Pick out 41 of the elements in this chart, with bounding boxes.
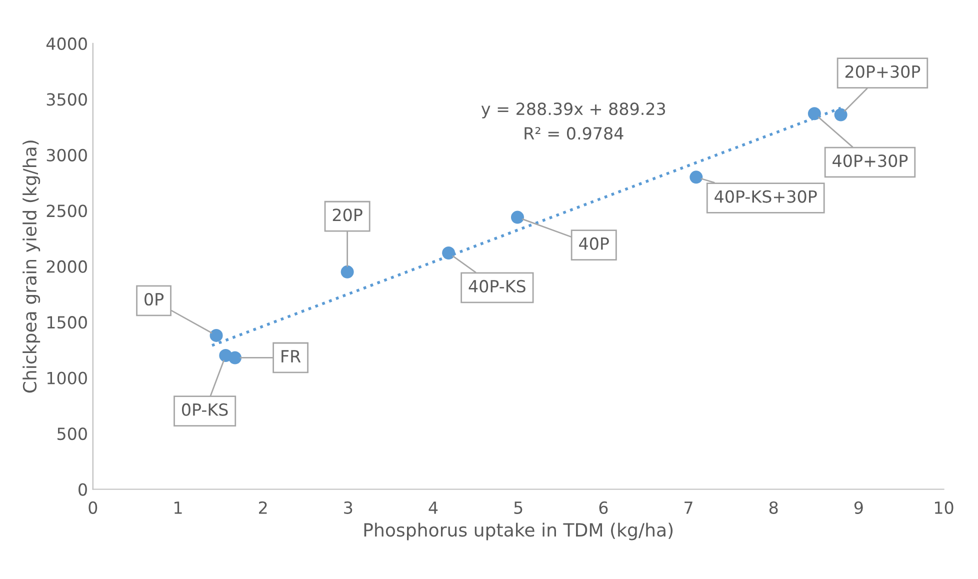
annotation: 20P <box>332 208 362 222</box>
annotation: FR <box>282 350 301 362</box>
x-tick-label: 0 <box>88 501 98 514</box>
x-tick-label: 1 <box>174 502 182 514</box>
y-tick-label: 4000 <box>46 37 87 50</box>
x-tick-label: 9 <box>854 501 863 514</box>
y-tick-label: 3500 <box>46 93 87 106</box>
y-tick-label: 2500 <box>46 204 87 218</box>
x-tick-label: 10 <box>934 501 954 514</box>
x-tick-label: 8 <box>769 501 778 514</box>
annotation: 40P <box>579 237 609 250</box>
point <box>690 170 703 184</box>
x-tick-label: 3 <box>344 501 352 514</box>
annotation: 20P+30P <box>845 65 920 78</box>
x-tick-label: 7 <box>684 502 692 514</box>
annotation: 40P-KS <box>468 280 526 293</box>
x-tick-label: 2 <box>259 501 267 514</box>
annotation: y = 288.39x + 889.23 <box>481 102 666 118</box>
y-tick-label: 500 <box>58 427 87 440</box>
annotation: R² = 0.9784 <box>524 127 624 140</box>
y-axis-title: Chickpea grain yield (kg/ha) <box>22 140 40 393</box>
y-tick-label: 1500 <box>47 316 87 329</box>
point <box>228 351 242 364</box>
annotation: 40P+30P <box>832 154 908 168</box>
point <box>442 246 456 260</box>
point <box>808 107 821 120</box>
x-tick-label: 4 <box>428 502 438 514</box>
y-tick-label: 0 <box>78 483 87 496</box>
point <box>340 265 354 278</box>
x-axis-title: Phosphorus uptake in TDM (kg/ha) <box>364 522 673 540</box>
point <box>834 108 848 122</box>
y-tick-label: 2000 <box>46 260 87 273</box>
annotation: 40P-KS+30P <box>714 190 817 203</box>
point <box>210 328 223 342</box>
annotation: 0P <box>144 292 164 306</box>
y-tick-label: 3000 <box>46 148 87 162</box>
annotation: 0P-KS <box>182 403 228 416</box>
y-tick-label: 1000 <box>47 372 87 384</box>
point <box>510 210 524 224</box>
x-tick-label: 5 <box>514 502 522 514</box>
x-tick-label: 6 <box>599 501 608 514</box>
